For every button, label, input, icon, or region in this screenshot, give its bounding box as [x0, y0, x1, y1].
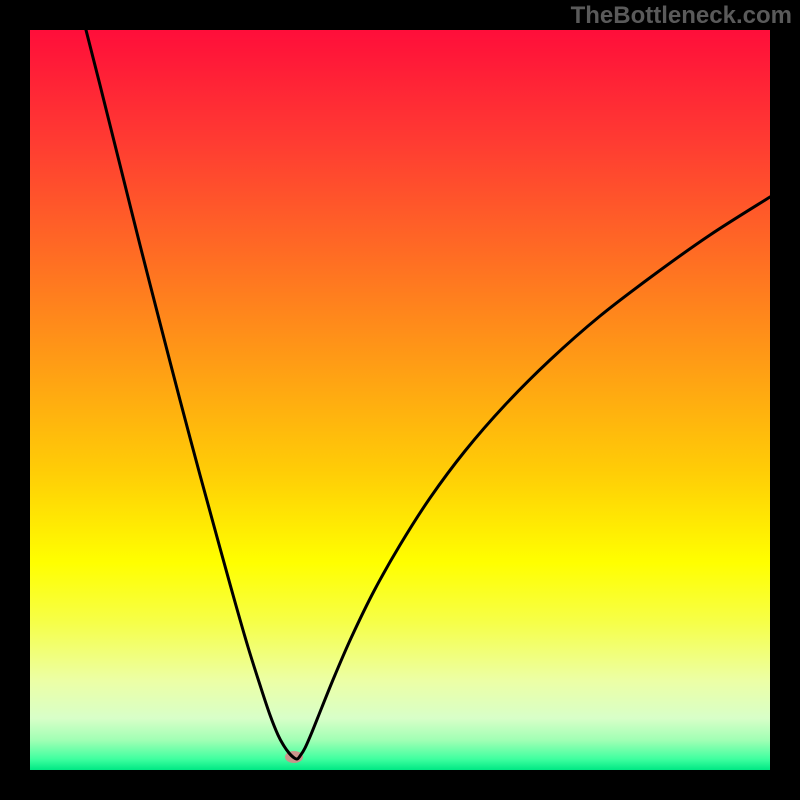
- gradient-plot: [30, 30, 770, 770]
- chart-container: TheBottleneck.com: [0, 0, 800, 800]
- watermark-text: TheBottleneck.com: [571, 2, 792, 30]
- gradient-background: [30, 30, 770, 770]
- plot-area: [30, 30, 770, 770]
